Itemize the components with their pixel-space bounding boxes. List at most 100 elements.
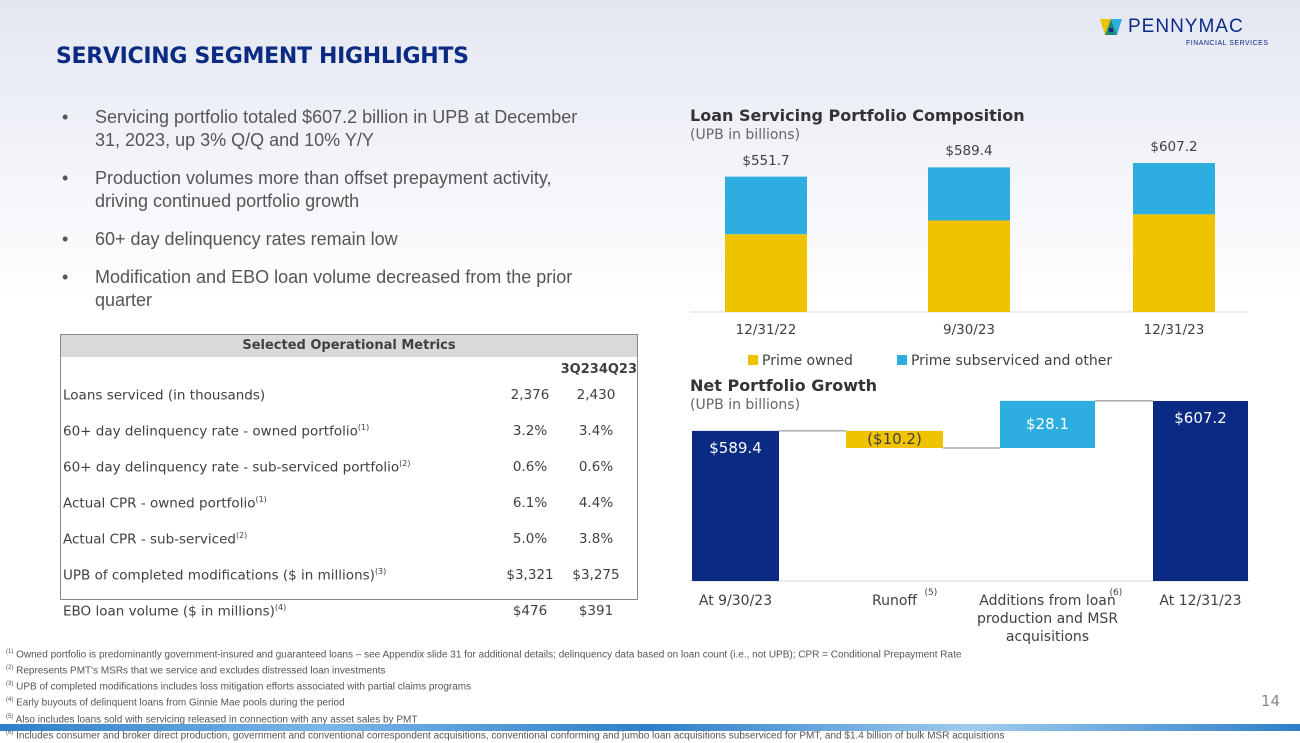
growth-chart-subtitle: (UPB in billions) — [690, 397, 801, 413]
row-label-text: 60+ day delinquency rate - owned portfol… — [63, 423, 358, 440]
row-label-text: Actual CPR - sub-serviced — [63, 531, 236, 548]
x-tick-label: 9/30/23 — [942, 322, 996, 338]
logo-name: PENNYMAC — [1128, 16, 1244, 37]
page-number: 14 — [1261, 692, 1281, 710]
cell-3q23: 3.2% — [512, 423, 548, 439]
row-label-text: UPB of completed modifications ($ in mil… — [63, 567, 375, 584]
table-header-row: 3Q23 4Q23 — [61, 357, 637, 377]
table-row: 60+ day delinquency rate - sub-serviced … — [61, 449, 637, 485]
cell-4q23: 3.4% — [578, 423, 614, 439]
table-row: 60+ day delinquency rate - owned portfol… — [61, 413, 637, 449]
row-label: Loans serviced (in thousands) — [63, 387, 497, 404]
x-tick-label: At 9/30/23 — [698, 593, 773, 609]
row-label-text: Actual CPR - owned portfolio — [63, 495, 256, 512]
bullet-item: Modification and EBO loan volume decreas… — [62, 266, 602, 312]
legend-swatch — [896, 355, 907, 365]
composition-chart-title: Loan Servicing Portfolio Composition — [690, 106, 1025, 125]
logo-subtitle: FINANCIAL SERVICES — [1186, 40, 1269, 47]
footnote-ref: (3) — [374, 566, 387, 576]
table-row: Actual CPR - owned portfolio(1) 6.1% 4.4% — [61, 485, 637, 521]
data-label: $607.2 — [1150, 139, 1198, 155]
column-header: 4Q23 — [598, 362, 637, 377]
data-label: $28.1 — [1026, 415, 1069, 434]
x-tick-label: Runoff — [871, 593, 918, 609]
cell-4q23: 4.4% — [578, 495, 614, 511]
cell-4q23: 3.8% — [578, 531, 614, 547]
footer-band — [0, 724, 1300, 731]
table-row: Loans serviced (in thousands) 2,376 2,430 — [61, 377, 637, 413]
highlights-list: Servicing portfolio totaled $607.2 billi… — [62, 106, 602, 327]
footnote-number: (4) — [6, 697, 14, 704]
footnote-ref: (4) — [274, 602, 287, 612]
data-label: $607.2 — [1174, 409, 1227, 427]
x-tick-label: 12/31/22 — [735, 322, 797, 338]
footnote-text: UPB of completed modifications includes … — [16, 681, 472, 693]
row-label-text: Loans serviced (in thousands) — [63, 387, 266, 404]
bar-subserviced — [725, 176, 807, 235]
footnote-text: Early buyouts of delinquent loans from G… — [16, 697, 345, 709]
row-label: UPB of completed modifications ($ in mil… — [63, 567, 497, 584]
data-label: $589.4 — [709, 438, 762, 457]
legend-item: Prime owned — [748, 353, 853, 369]
cell-3q23: 6.1% — [512, 495, 548, 511]
row-label: 60+ day delinquency rate - sub-serviced … — [63, 459, 497, 476]
footnote-number: (5) — [6, 713, 14, 720]
data-label: $551.7 — [742, 152, 790, 169]
operational-metrics-table: Selected Operational Metrics 3Q23 4Q23 L… — [60, 334, 638, 619]
cell-4q23: $3,275 — [572, 567, 620, 583]
data-label: ($10.2) — [867, 430, 922, 449]
footnote-ref: (1) — [357, 422, 370, 432]
legend-item: Prime subserviced and other — [896, 353, 1113, 369]
bar-owned — [725, 234, 807, 312]
cell-3q23: 0.6% — [512, 459, 548, 475]
row-label: EBO loan volume ($ in millions)(4) — [63, 603, 497, 620]
x-tick-label: At 12/31/23 — [1159, 593, 1242, 609]
row-label: Actual CPR - sub-serviced(2) — [63, 531, 497, 548]
x-tick-label: Additions from loan production and MSR a… — [976, 593, 1119, 645]
bar-subserviced — [928, 167, 1010, 221]
row-label-text: EBO loan volume ($ in millions) — [63, 603, 275, 620]
footnote-ref: (2) — [399, 458, 411, 468]
column-header: 3Q23 — [560, 362, 599, 377]
composition-chart-subtitle: (UPB in billions) — [690, 127, 801, 143]
table-title: Selected Operational Metrics — [61, 335, 637, 357]
page-title: SERVICING SEGMENT HIGHLIGHTS — [56, 44, 469, 69]
bar-owned — [1133, 214, 1215, 312]
footnote: (1) Owned portfolio is predominantly gov… — [6, 646, 1004, 662]
waterfall-bar — [692, 430, 779, 581]
cell-3q23: 5.0% — [512, 531, 548, 547]
table-row: EBO loan volume ($ in millions)(4) $476 $3… — [61, 593, 637, 629]
cell-4q23: 0.6% — [578, 459, 614, 475]
waterfall-bar — [1153, 401, 1248, 581]
legend-swatch — [748, 355, 758, 365]
bullet-item: 60+ day delinquency rates remain low — [62, 228, 602, 251]
footnote-ref: (5) — [924, 588, 938, 598]
table-row: UPB of completed modifications ($ in mil… — [61, 557, 637, 593]
row-label-text: 60+ day delinquency rate - sub-serviced … — [63, 459, 400, 476]
pennymac-logo: PENNYMAC FINANCIAL SERVICES — [1100, 16, 1268, 47]
cell-4q23: 2,430 — [576, 387, 616, 403]
footnote-number: (2) — [6, 665, 14, 672]
footnote-number: (3) — [6, 681, 14, 688]
composition-legend: Prime owned Prime subserviced and other — [748, 353, 1112, 369]
cell-3q23: $3,321 — [506, 567, 554, 583]
waterfall-bar — [846, 430, 943, 449]
footnote: (4) Early buyouts of delinquent loans fr… — [6, 694, 1004, 710]
footnote-text: Owned portfolio is predominantly governm… — [16, 649, 962, 661]
footnote-text: Also includes loans sold with servicing … — [15, 713, 418, 725]
footnote-text: Includes consumer and broker direct prod… — [16, 729, 1005, 741]
footnote-number: (1) — [6, 649, 14, 655]
footnote-ref: (6) — [1109, 588, 1123, 598]
legend-label: Prime subserviced and other — [910, 353, 1113, 369]
growth-chart-title: Net Portfolio Growth — [690, 376, 878, 395]
footnote: (3) UPB of completed modifications inclu… — [6, 678, 1004, 694]
footnote: (5) Also includes loans sold with servic… — [6, 711, 1004, 727]
row-label: Actual CPR - owned portfolio(1) — [63, 495, 497, 512]
x-tick-label: 12/31/23 — [1143, 322, 1205, 338]
table-row: Actual CPR - sub-serviced(2) 5.0% 3.8% — [61, 521, 637, 557]
footnote-ref: (1) — [255, 494, 267, 504]
data-label: $589.4 — [945, 143, 993, 160]
legend-label: Prime owned — [762, 353, 853, 369]
row-label: 60+ day delinquency rate - owned portfol… — [63, 423, 497, 440]
waterfall-bar — [1000, 400, 1095, 449]
